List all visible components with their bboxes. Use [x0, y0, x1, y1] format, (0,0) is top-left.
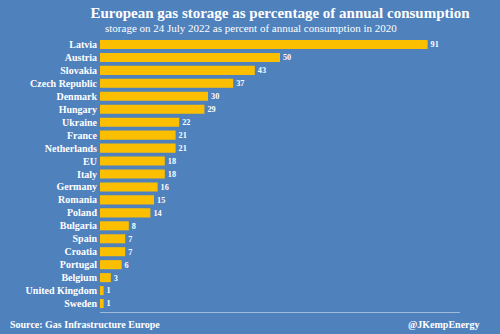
svg-text:Sweden: Sweden	[64, 298, 97, 309]
svg-text:Poland: Poland	[67, 207, 97, 218]
svg-text:France: France	[67, 130, 98, 141]
svg-text:Belgium: Belgium	[61, 272, 97, 283]
svg-text:Ukraine: Ukraine	[62, 117, 98, 128]
svg-text:8: 8	[132, 222, 136, 231]
svg-text:15: 15	[157, 196, 165, 205]
svg-text:Latvia: Latvia	[69, 39, 97, 50]
svg-text:Austria: Austria	[65, 52, 97, 63]
svg-text:18: 18	[168, 170, 176, 179]
svg-text:Germany: Germany	[56, 181, 97, 192]
svg-text:European gas storage as percen: European gas storage as percentage of an…	[90, 5, 470, 21]
svg-text:Bulgaria: Bulgaria	[60, 220, 97, 231]
svg-text:22: 22	[182, 118, 190, 127]
svg-text:Romania: Romania	[58, 194, 97, 205]
svg-text:43: 43	[258, 66, 266, 75]
svg-text:50: 50	[283, 53, 291, 62]
svg-text:37: 37	[236, 79, 244, 88]
svg-text:Spain: Spain	[73, 233, 98, 244]
svg-text:EU: EU	[83, 156, 97, 167]
svg-text:21: 21	[179, 144, 187, 153]
svg-text:7: 7	[128, 248, 132, 257]
svg-text:91: 91	[431, 40, 439, 49]
svg-text:29: 29	[207, 105, 215, 114]
svg-text:@JKempEnergy: @JKempEnergy	[408, 319, 480, 330]
svg-text:Portugal: Portugal	[60, 259, 97, 270]
svg-text:7: 7	[128, 235, 132, 244]
svg-text:Italy: Italy	[77, 169, 97, 180]
svg-text:Netherlands: Netherlands	[45, 143, 97, 154]
svg-text:6: 6	[125, 261, 129, 270]
svg-text:Denmark: Denmark	[56, 91, 97, 102]
svg-text:United Kingdom: United Kingdom	[26, 285, 98, 296]
svg-text:Source: Gas Infrastructure Eur: Source: Gas Infrastructure Europe	[10, 319, 160, 330]
svg-text:14: 14	[153, 209, 161, 218]
svg-text:Hungary: Hungary	[59, 104, 97, 115]
svg-text:3: 3	[114, 274, 118, 283]
svg-text:Czech Republic: Czech Republic	[30, 78, 98, 89]
svg-text:30: 30	[211, 92, 219, 101]
svg-text:Croatia: Croatia	[64, 246, 97, 257]
svg-text:16: 16	[161, 183, 169, 192]
svg-text:1: 1	[107, 299, 111, 308]
svg-text:Slovakia: Slovakia	[60, 65, 97, 76]
svg-text:18: 18	[168, 157, 176, 166]
svg-text:21: 21	[179, 131, 187, 140]
svg-text:1: 1	[107, 286, 111, 295]
svg-text:storage on 24 July 2022 as per: storage on 24 July 2022 as percent of an…	[105, 22, 397, 34]
